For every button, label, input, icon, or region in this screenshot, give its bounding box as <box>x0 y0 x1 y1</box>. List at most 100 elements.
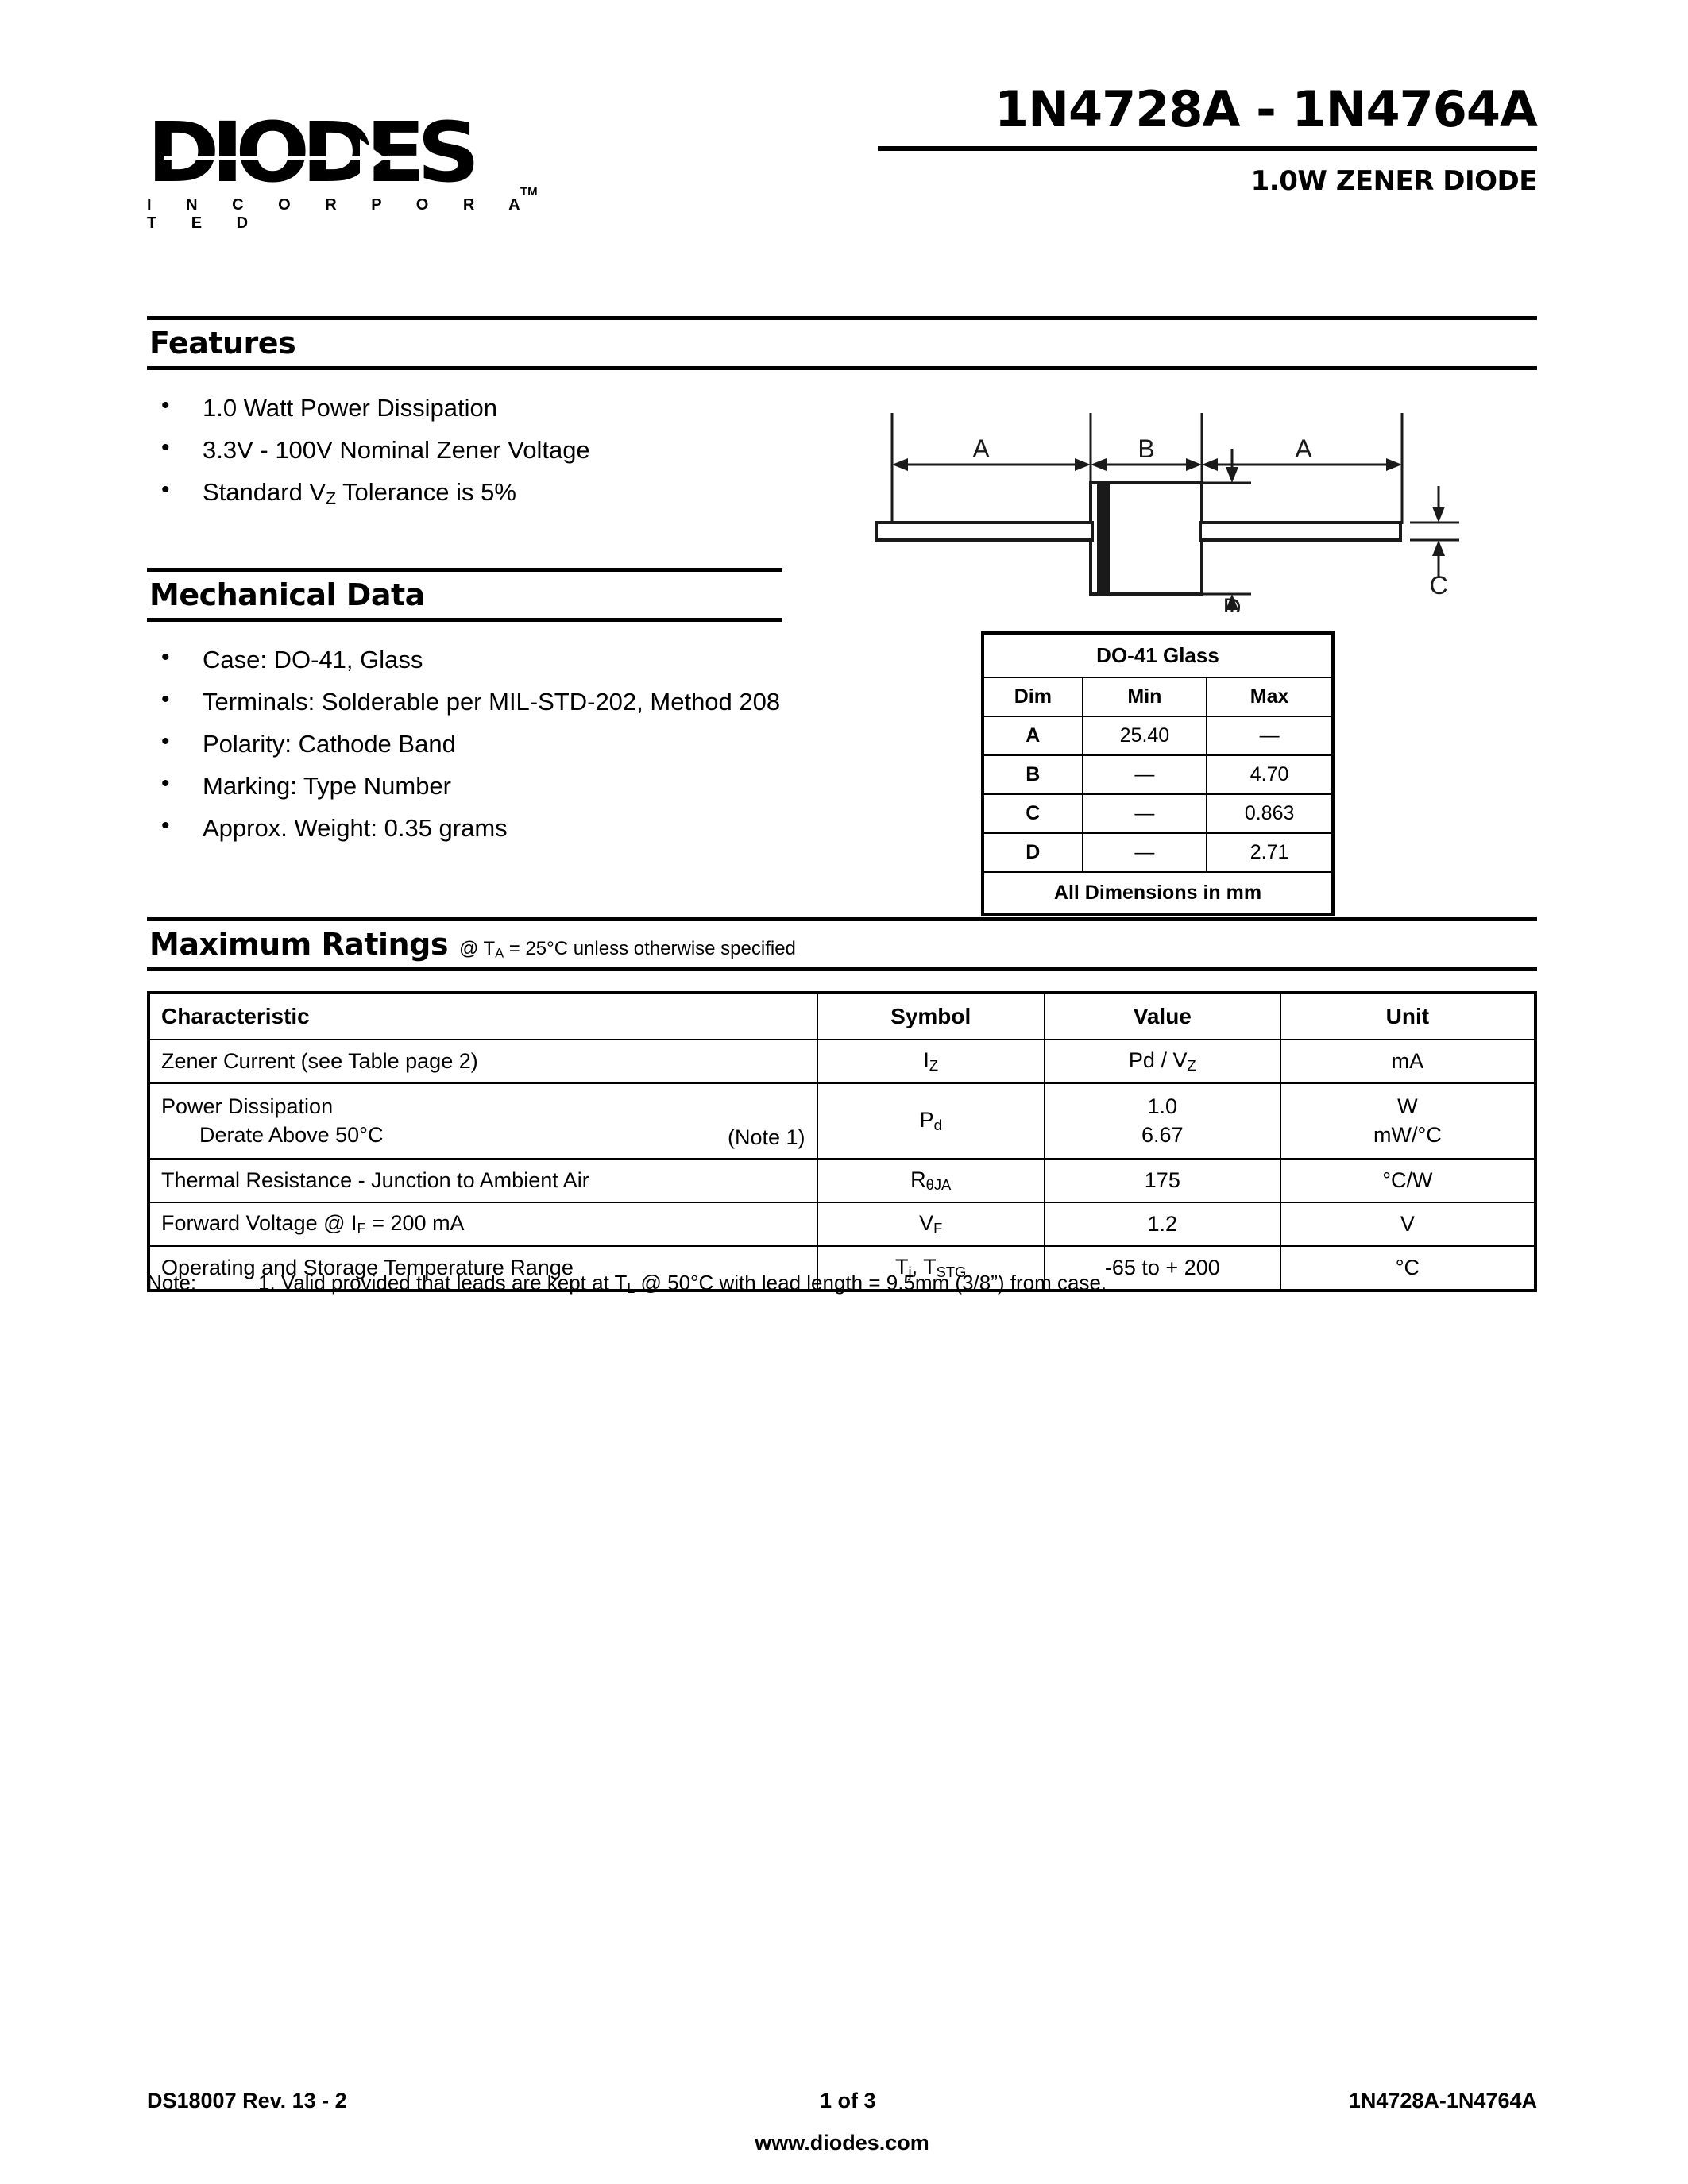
footer-website-link[interactable]: www.diodes.com <box>755 2131 929 2155</box>
title-block: 1N4728A - 1N4764A 1.0W ZENER DIODE <box>878 80 1538 198</box>
mechanical-heading: Mechanical Data <box>149 577 425 612</box>
dim-cell: C <box>982 793 1083 834</box>
mechanical-text: Marking: Type Number <box>203 772 451 801</box>
dim-cell: 4.70 <box>1206 754 1334 795</box>
dim-col-max: Max <box>1206 677 1334 717</box>
cell-characteristic: Power Dissipation Derate Above 50°C (Not… <box>148 1082 818 1160</box>
list-item: Case: DO-41, Glass <box>147 641 782 677</box>
col-unit: Unit <box>1279 992 1537 1040</box>
mechanical-text: Case: DO-41, Glass <box>203 646 423 673</box>
dim-cell: A <box>982 716 1083 756</box>
ratings-heading-note: @ TA = 25°C unless otherwise specified <box>458 938 796 961</box>
cell-symbol: RθJA <box>816 1157 1045 1203</box>
cell-value: -65 to + 200 <box>1043 1244 1281 1292</box>
dim-label-a-right: A <box>1295 434 1312 463</box>
list-item: Terminals: Solderable per MIL-STD-202, M… <box>147 683 782 720</box>
cell-value: 1.0 6.67 <box>1043 1082 1281 1160</box>
mechanical-rule-top <box>147 568 782 572</box>
table-row: C — 0.863 <box>982 793 1334 834</box>
dim-cell: B <box>982 754 1083 795</box>
do41-outline-svg: A B A D C <box>875 413 1459 612</box>
table-row: Thermal Resistance - Junction to Ambient… <box>148 1157 1537 1203</box>
dim-table-title: DO-41 Glass <box>982 632 1334 678</box>
features-section: Features 1.0 Watt Power Dissipation 3.3V… <box>147 316 1537 524</box>
list-item: Standard VZ Tolerance is 5% <box>147 473 1537 511</box>
dim-label-c: C <box>1429 571 1447 600</box>
cell-note-ref: (Note 1) <box>728 1125 805 1149</box>
cell-symbol: IZ <box>816 1038 1045 1085</box>
ratings-rule-top <box>147 917 1537 921</box>
features-heading: Features <box>149 326 296 361</box>
footer-page-number: 1 of 3 <box>819 2089 876 2113</box>
col-characteristic: Characteristic <box>148 992 818 1040</box>
dim-label-b: B <box>1138 434 1154 463</box>
dim-cell: — <box>1081 754 1208 795</box>
table-row: Power Dissipation Derate Above 50°C (Not… <box>148 1082 1537 1160</box>
cell-characteristic: Zener Current (see Table page 2) <box>148 1038 818 1085</box>
mechanical-text: Terminals: Solderable per MIL-STD-202, M… <box>203 688 781 716</box>
cell-symbol: VF <box>816 1201 1045 1247</box>
mechanical-list: Case: DO-41, Glass Terminals: Solderable… <box>147 641 782 846</box>
footnote: Note: 1. Valid provided that leads are ke… <box>147 1271 1107 1297</box>
cell-characteristic: Thermal Resistance - Junction to Ambient… <box>148 1157 818 1203</box>
max-ratings-table: Characteristic Symbol Value Unit Zener C… <box>147 991 1537 1292</box>
cell-characteristic-line1: Power Dissipation <box>161 1094 334 1119</box>
feature-text: 1.0 Watt Power Dissipation <box>203 394 498 422</box>
dim-col-dim: Dim <box>982 677 1083 717</box>
mechanical-rule-bottom <box>147 618 782 622</box>
table-row: A 25.40 — <box>982 716 1334 756</box>
list-item: Polarity: Cathode Band <box>147 725 782 762</box>
title-divider <box>878 146 1537 152</box>
list-item: Approx. Weight: 0.35 grams <box>147 809 782 846</box>
cell-characteristic: Forward Voltage @ IF = 200 mA <box>148 1201 818 1247</box>
dim-label-d: D <box>1223 593 1241 612</box>
dim-table-footer: All Dimensions in mm <box>982 871 1334 916</box>
mechanical-data-section: Mechanical Data Case: DO-41, Glass Termi… <box>147 568 782 859</box>
max-ratings-section-heading: Maximum Ratings @ TA = 25°C unless otherw… <box>147 917 1537 971</box>
page-header: DIODES TM I N C O R P O R A T E D 1N4728… <box>147 80 1538 266</box>
cell-unit: °C <box>1279 1244 1537 1292</box>
list-item: 1.0 Watt Power Dissipation <box>147 389 1537 426</box>
table-header-row: Characteristic Symbol Value Unit <box>148 992 1537 1040</box>
dim-cell: — <box>1206 716 1334 756</box>
dim-cell: D <box>982 832 1083 873</box>
cell-unit: mA <box>1279 1038 1537 1085</box>
dim-cell: 0.863 <box>1206 793 1334 834</box>
cell-unit: °C/W <box>1279 1157 1537 1203</box>
footnote-label: Note: <box>147 1271 197 1295</box>
table-row: Forward Voltage @ IF = 200 mA VF 1.2 V <box>148 1201 1537 1247</box>
list-item: 3.3V - 100V Nominal Zener Voltage <box>147 431 1537 468</box>
footer-part-number: 1N4728A-1N4764A <box>1348 2089 1537 2113</box>
cell-characteristic-line2: Derate Above 50°C <box>199 1123 384 1148</box>
ratings-heading-text: Maximum Ratings <box>149 927 448 962</box>
table-row: Zener Current (see Table page 2) IZ Pd /… <box>148 1038 1537 1085</box>
dim-cell: 2.71 <box>1206 832 1334 873</box>
page-subtitle: 1.0W ZENER DIODE <box>1250 165 1538 198</box>
cell-value: 175 <box>1043 1157 1281 1203</box>
dim-cell: — <box>1081 832 1208 873</box>
features-rule-bottom <box>147 366 1537 370</box>
cell-value: Pd / VZ <box>1043 1038 1281 1085</box>
features-list: 1.0 Watt Power Dissipation 3.3V - 100V N… <box>147 389 1537 511</box>
dim-label-a-left: A <box>972 434 990 463</box>
cell-value: 1.2 <box>1043 1201 1281 1247</box>
ratings-rule-bottom <box>147 967 1537 971</box>
logo-wordmark: DIODES <box>147 104 480 201</box>
mechanical-text: Polarity: Cathode Band <box>203 730 456 758</box>
cell-symbol: Pd <box>816 1082 1045 1160</box>
logo-slash-mark <box>164 156 419 160</box>
mechanical-text: Approx. Weight: 0.35 grams <box>203 814 508 843</box>
page-title: 1N4728A - 1N4764A <box>994 80 1538 138</box>
cell-characteristic: Operating and Storage Temperature Range <box>148 1244 818 1292</box>
dim-cell: — <box>1081 793 1208 834</box>
table-row: Operating and Storage Temperature Range … <box>148 1244 1537 1292</box>
list-item: Marking: Type Number <box>147 767 782 804</box>
diodes-logo: DIODES TM I N C O R P O R A T E D <box>147 104 560 233</box>
cell-unit: V <box>1279 1201 1537 1247</box>
dim-cell: 25.40 <box>1081 716 1208 756</box>
footer-doc-id: DS18007 Rev. 13 - 2 <box>147 2089 347 2113</box>
page-footer: DS18007 Rev. 13 - 2 1 of 3 1N4728A-1N476… <box>147 2089 1537 2155</box>
table-row: D — 2.71 <box>982 832 1334 873</box>
